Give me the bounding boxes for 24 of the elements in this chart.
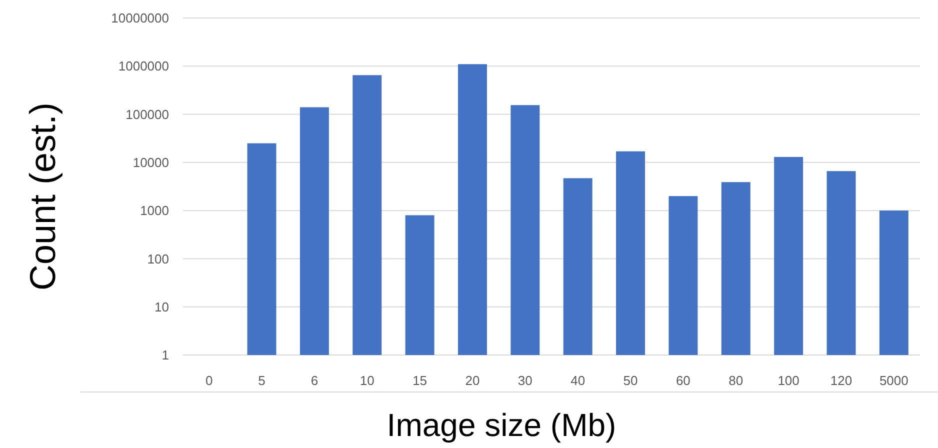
y-tick-label: 10000000 <box>111 10 169 26</box>
x-tick-label: 30 <box>518 373 532 388</box>
x-tick-label: 60 <box>676 373 690 388</box>
x-tick-label: 100 <box>778 373 800 388</box>
y-tick-label: 10 <box>154 299 169 314</box>
y-tick-label: 100 <box>147 251 169 266</box>
x-tick-label: 10 <box>360 373 374 388</box>
x-tick-label: 80 <box>728 373 744 388</box>
x-axis-title: Image size (Mb) <box>386 407 616 443</box>
x-tick-label: 50 <box>623 373 638 388</box>
y-tick-label: 10000 <box>132 154 169 170</box>
x-tick-label: 15 <box>412 373 428 388</box>
y-tick-label: 100000 <box>126 106 169 122</box>
y-tick-label: 1000000 <box>118 58 169 74</box>
x-tick-label: 0 <box>205 373 213 388</box>
x-tick-label: 6 <box>310 373 318 388</box>
x-tick-label: 20 <box>465 373 480 388</box>
y-tick-label: 1 <box>162 348 169 363</box>
x-tick-label: 40 <box>570 373 586 388</box>
y-axis-title: Count (est.) <box>22 102 63 291</box>
x-tick-label: 5000 <box>879 373 908 388</box>
x-tick-label: 5 <box>258 373 266 388</box>
y-tick-label: 1000 <box>140 203 169 218</box>
x-tick-label: 120 <box>830 373 852 388</box>
